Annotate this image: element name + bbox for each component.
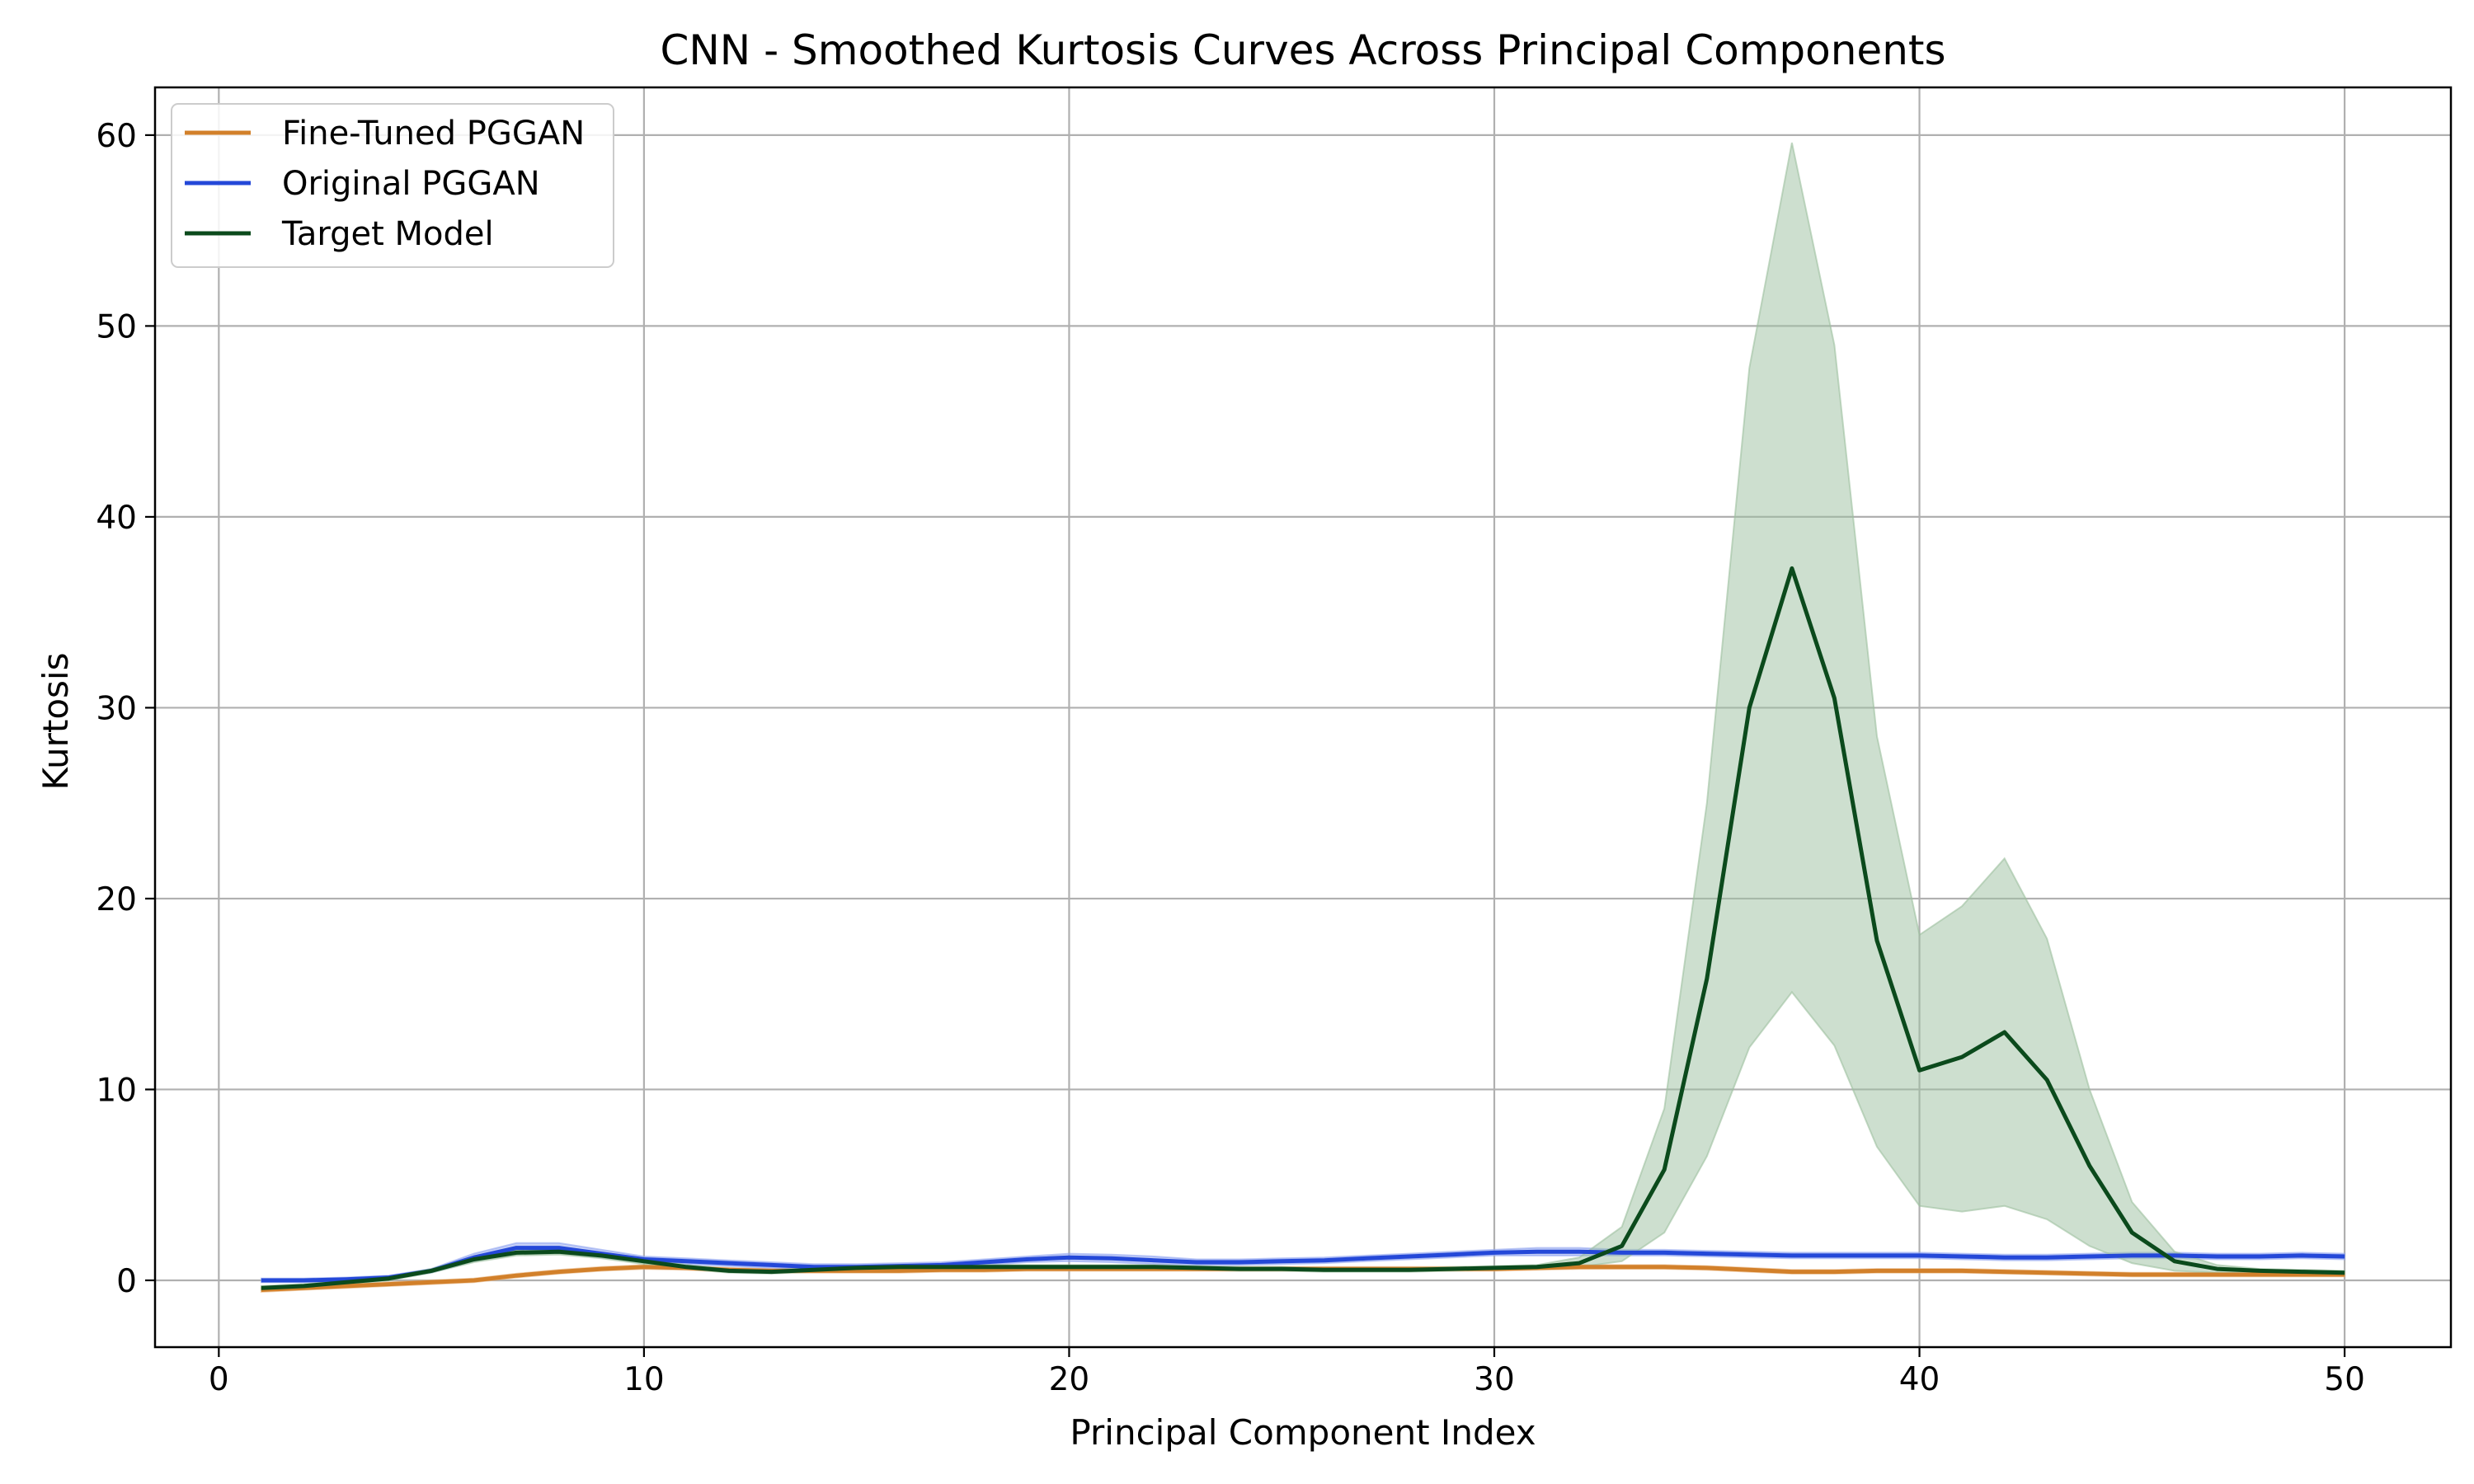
y-tick-label: 30 <box>96 690 137 727</box>
x-tick-label: 50 <box>2324 1361 2365 1398</box>
grid-lines <box>155 87 2451 1347</box>
y-tick-label: 20 <box>96 881 137 918</box>
x-tick-label: 30 <box>1474 1361 1515 1398</box>
y-tick-label: 40 <box>96 500 137 537</box>
legend-label: Fine-Tuned PGGAN <box>282 115 585 153</box>
y-tick-label: 0 <box>116 1263 137 1300</box>
series-lines <box>261 566 2345 1292</box>
legend-label: Original PGGAN <box>282 165 540 203</box>
y-tick-label: 10 <box>96 1072 137 1109</box>
legend-label: Target Model <box>281 215 494 253</box>
legend-box <box>171 103 614 268</box>
y-axis-label: Kurtosis <box>35 653 76 791</box>
x-axis-label: Principal Component Index <box>1070 1412 1536 1453</box>
plot-frame <box>153 86 2453 1349</box>
x-tick-label: 20 <box>1049 1361 1090 1398</box>
y-tick-label: 50 <box>96 308 137 345</box>
x-tick-label: 10 <box>623 1361 665 1398</box>
chart-title: CNN - Smoothed Kurtosis Curves Across Pr… <box>660 26 1945 74</box>
x-tick-label: 0 <box>209 1361 229 1398</box>
y-tick-label: 60 <box>96 118 137 155</box>
axis-ticks: 0 10 20 30 40 50 0 10 20 30 40 50 60 <box>96 118 2365 1398</box>
series-line-2 <box>261 566 2345 1290</box>
legend: Fine-Tuned PGGAN Original PGGAN Target Mod… <box>171 103 614 268</box>
x-tick-label: 40 <box>1899 1361 1940 1398</box>
